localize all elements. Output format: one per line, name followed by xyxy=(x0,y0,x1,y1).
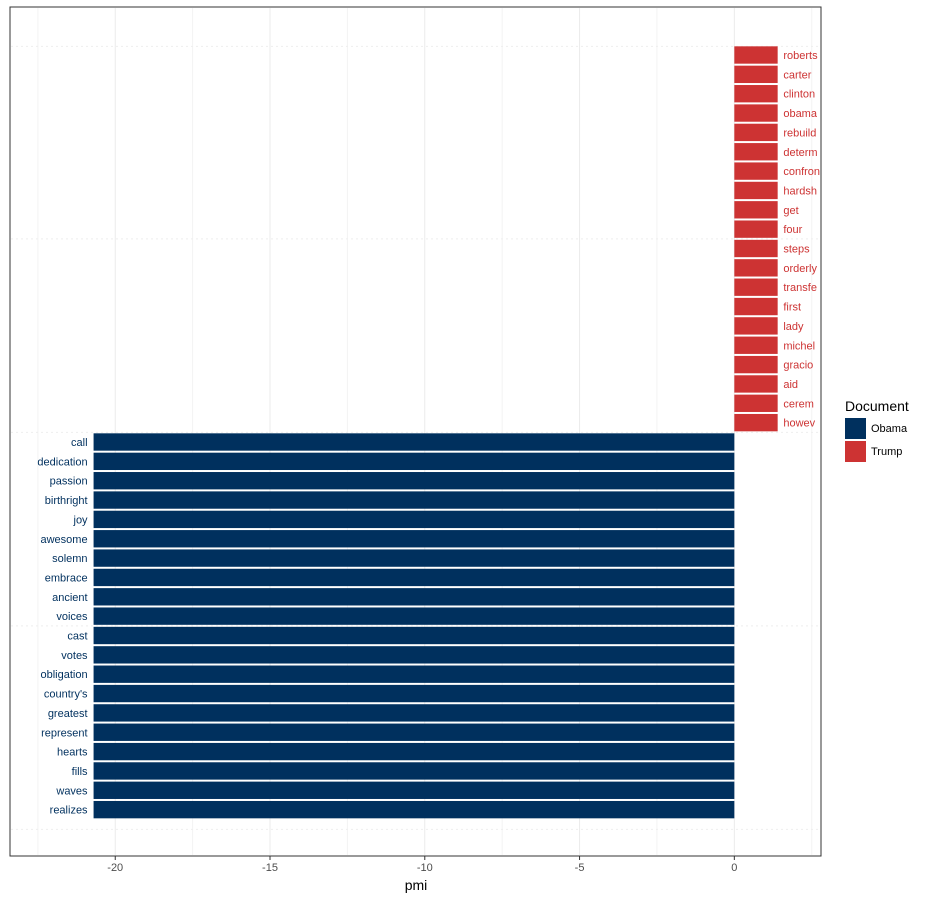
bar-label: four xyxy=(783,224,802,236)
bar-obama xyxy=(93,607,735,625)
bar-label: michel xyxy=(783,340,815,352)
legend-label-obama: Obama xyxy=(871,423,908,435)
bar-trump xyxy=(734,355,778,374)
bar-label: roberts xyxy=(783,50,818,62)
bar-label: greatest xyxy=(48,708,88,720)
legend: Document Obama Trump xyxy=(845,398,909,462)
bar-label: hardsh xyxy=(783,185,817,197)
bar-label: represent xyxy=(41,727,87,739)
x-tick-label: -5 xyxy=(575,862,585,874)
bar-obama xyxy=(93,762,735,780)
bar-label: ancient xyxy=(52,592,87,604)
legend-key-trump xyxy=(845,441,866,462)
bar-label: realizes xyxy=(50,805,88,817)
x-axis: -20 -15 -10 -5 0 xyxy=(107,856,737,874)
bar-label: confron xyxy=(783,166,820,178)
bar-label: determ xyxy=(783,147,817,159)
bar-trump xyxy=(734,85,778,103)
bar-label: embrace xyxy=(45,572,88,584)
bar-trump xyxy=(734,375,778,393)
bar-obama xyxy=(93,704,735,722)
bar-label: voices xyxy=(56,611,88,623)
x-tick-label: 0 xyxy=(731,862,737,874)
bar-label: orderly xyxy=(783,263,817,275)
bar-label: cast xyxy=(67,631,87,643)
bar-label: votes xyxy=(61,650,88,662)
bar-trump xyxy=(734,65,778,84)
bar-label: country's xyxy=(44,689,88,701)
legend-label-trump: Trump xyxy=(871,446,902,458)
bar-obama xyxy=(93,684,735,703)
bar-label: aid xyxy=(783,379,798,391)
bar-trump xyxy=(734,104,778,122)
bar-label: passion xyxy=(50,476,88,488)
bar-label: call xyxy=(71,437,88,449)
bar-trump xyxy=(734,46,778,64)
bar-label: joy xyxy=(73,514,89,526)
bar-label: awesome xyxy=(40,534,87,546)
bar-label: get xyxy=(783,205,798,217)
bar-obama xyxy=(93,742,735,761)
bar-labels-layer: roberts carter clinton obama rebuild determ co… xyxy=(37,50,820,817)
bar-obama xyxy=(93,781,735,799)
bar-label: fills xyxy=(72,766,88,778)
bar-trump xyxy=(734,123,778,142)
bar-trump xyxy=(734,239,778,258)
bar-label: birthright xyxy=(45,495,88,507)
bar-obama xyxy=(93,626,735,645)
bar-label: howev xyxy=(783,418,815,430)
bar-label: first xyxy=(783,302,801,314)
bar-obama xyxy=(93,510,735,529)
bar-trump xyxy=(734,220,778,238)
bar-trump xyxy=(734,181,778,200)
x-tick-label: -20 xyxy=(107,862,123,874)
bar-label: rebuild xyxy=(783,127,816,139)
bar-trump xyxy=(734,259,778,277)
bar-label: hearts xyxy=(57,747,88,759)
bar-obama xyxy=(93,723,735,741)
bar-trump xyxy=(734,297,778,316)
bar-label: transfe xyxy=(783,282,817,294)
bar-trump xyxy=(734,201,778,219)
bar-label: gracio xyxy=(783,360,813,372)
bar-obama xyxy=(93,433,735,451)
legend-key-obama xyxy=(845,418,866,439)
bar-label: cerem xyxy=(783,398,814,410)
bar-label: clinton xyxy=(783,89,815,101)
legend-title: Document xyxy=(845,398,909,414)
bars-layer xyxy=(93,46,778,819)
bar-obama xyxy=(93,646,735,664)
bar-label: dedication xyxy=(37,456,87,468)
bar-obama xyxy=(93,472,735,490)
bar-obama xyxy=(93,665,735,683)
bar-obama xyxy=(93,452,735,471)
bar-obama xyxy=(93,530,735,548)
bar-label: carter xyxy=(783,69,811,81)
bar-label: obligation xyxy=(40,669,87,681)
x-tick-label: -10 xyxy=(417,862,433,874)
bar-label: lady xyxy=(783,321,804,333)
bar-trump xyxy=(734,413,778,432)
bar-obama xyxy=(93,568,735,587)
bar-obama xyxy=(93,549,735,567)
bar-label: waves xyxy=(55,785,88,797)
x-tick-label: -15 xyxy=(262,862,278,874)
bar-label: solemn xyxy=(52,553,87,565)
bar-obama xyxy=(93,588,735,606)
bar-trump xyxy=(734,394,778,412)
bar-trump xyxy=(734,317,778,335)
bar-label: obama xyxy=(783,108,818,120)
bar-trump xyxy=(734,162,778,180)
x-axis-title: pmi xyxy=(405,877,428,893)
bar-label: steps xyxy=(783,244,810,256)
bar-trump xyxy=(734,143,778,161)
bar-obama xyxy=(93,491,735,509)
bar-trump xyxy=(734,278,778,296)
bar-obama xyxy=(93,800,735,819)
bar-trump xyxy=(734,336,778,354)
